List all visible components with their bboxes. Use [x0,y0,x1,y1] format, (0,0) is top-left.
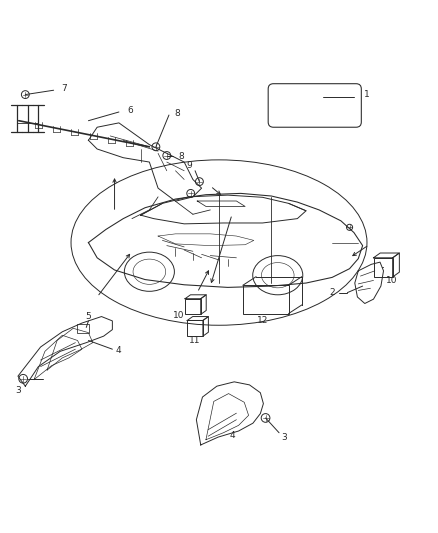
Text: 11: 11 [189,336,201,345]
Text: 5: 5 [85,312,91,321]
Text: 3: 3 [15,386,21,395]
Bar [374,258,392,277]
Text: 12: 12 [257,317,268,326]
Text: 1: 1 [364,90,370,99]
Text: 4: 4 [229,431,235,440]
Text: 10: 10 [386,276,398,285]
Text: 10: 10 [173,311,185,320]
Bar [77,325,89,333]
Text: 6: 6 [127,106,133,115]
Text: 8: 8 [178,152,184,161]
Text: 7: 7 [62,84,67,93]
Text: 9: 9 [187,161,192,170]
Bar [185,298,201,314]
Text: 2: 2 [329,288,335,297]
Text: 4: 4 [115,345,121,354]
Bar [187,320,203,336]
Text: 8: 8 [175,109,180,118]
Text: 3: 3 [281,433,287,442]
Bar [243,285,289,313]
